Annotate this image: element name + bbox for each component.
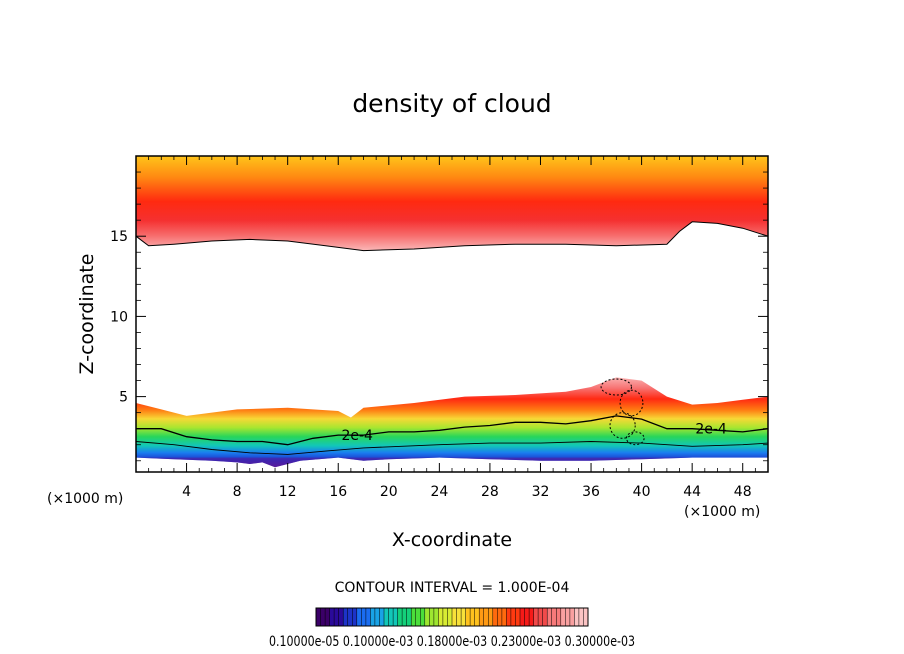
contour-label-1: 2e-4 bbox=[695, 422, 727, 438]
colorbar-swatch-7 bbox=[411, 608, 426, 626]
x-tick-label-8: 8 bbox=[233, 484, 242, 500]
y-tick-label-15: 15 bbox=[110, 229, 128, 245]
colorbar-swatch-15 bbox=[520, 608, 534, 626]
contour-2e-4 bbox=[136, 415, 768, 446]
y-axis-ticks: 5 10 15 bbox=[110, 171, 768, 462]
contour-labels: 2e-4 2e-4 bbox=[341, 422, 727, 444]
contour-cell-1 bbox=[619, 389, 644, 417]
y-tick-label-5: 5 bbox=[119, 390, 128, 406]
y-tick-label-10: 10 bbox=[110, 309, 128, 325]
colorbar-swatch-1 bbox=[329, 608, 344, 626]
x-tick-label-48: 48 bbox=[734, 484, 752, 500]
x-tick-label-44: 44 bbox=[683, 484, 701, 500]
x-tick-label-32: 32 bbox=[532, 484, 550, 500]
colorbar-swatch-2 bbox=[343, 608, 358, 626]
contour-cell-2 bbox=[600, 378, 632, 396]
colorbar-swatch-11 bbox=[465, 608, 480, 626]
colorbar-swatch-16 bbox=[533, 608, 548, 626]
colorbar-swatch-18 bbox=[560, 608, 575, 626]
plot-area bbox=[136, 156, 768, 468]
colorbar-frame bbox=[315, 607, 589, 627]
x-tick-label-4: 4 bbox=[182, 484, 191, 500]
x-tick-label-28: 28 bbox=[481, 484, 499, 500]
colorbar-swatch-5 bbox=[384, 608, 398, 626]
x-tick-label-40: 40 bbox=[633, 484, 651, 500]
x-tick-label-36: 36 bbox=[582, 484, 600, 500]
colorbar-swatch-4 bbox=[370, 608, 385, 626]
colorbar-swatch-13 bbox=[492, 608, 507, 626]
x-unit-right: (×1000 m) bbox=[684, 504, 760, 520]
x-axis-ticks: 4 8 12 16 20 24 28 32 36 40 44 48 bbox=[148, 156, 756, 500]
upper-cloud-layer bbox=[136, 156, 768, 251]
lower-cloud-layer bbox=[136, 377, 768, 468]
colorbar-swatch-19 bbox=[574, 608, 589, 626]
colorbar-swatch-10 bbox=[452, 608, 466, 626]
colorbar-swatch-17 bbox=[547, 608, 562, 626]
chart-title: density of cloud bbox=[352, 89, 551, 118]
y-axis-label: Z-coordinate bbox=[76, 254, 98, 375]
colorbar-swatch-12 bbox=[479, 608, 494, 626]
cloud-base-fringe bbox=[136, 457, 768, 468]
colorbar-swatch-8 bbox=[424, 608, 439, 626]
contour-1e-4 bbox=[136, 441, 768, 455]
contour-cell-0 bbox=[609, 412, 636, 439]
colorbar-swatch-14 bbox=[506, 608, 521, 626]
contour-label-0: 2e-4 bbox=[341, 428, 373, 444]
colorbar-labels: 0.10000e-05 0.10000e-03 0.18000e-03 0.23… bbox=[269, 634, 635, 650]
colorbar-swatch-9 bbox=[438, 608, 453, 626]
x-tick-label-24: 24 bbox=[430, 484, 448, 500]
x-tick-label-12: 12 bbox=[279, 484, 297, 500]
contour-interval-text: CONTOUR INTERVAL = 1.000E-04 bbox=[335, 580, 570, 596]
colorbar-swatch-6 bbox=[397, 608, 412, 626]
contour-lines bbox=[136, 221, 768, 455]
x-tick-label-16: 16 bbox=[329, 484, 347, 500]
x-tick-label-20: 20 bbox=[380, 484, 398, 500]
contour-cell-3 bbox=[626, 431, 645, 446]
colorbar-swatch-0 bbox=[316, 608, 330, 626]
contour-upper-base bbox=[136, 221, 768, 252]
x-unit-left: (×1000 m) bbox=[47, 491, 123, 507]
colorbar bbox=[315, 607, 589, 627]
x-axis-label: X-coordinate bbox=[392, 529, 512, 551]
colorbar-swatch-3 bbox=[356, 608, 371, 626]
